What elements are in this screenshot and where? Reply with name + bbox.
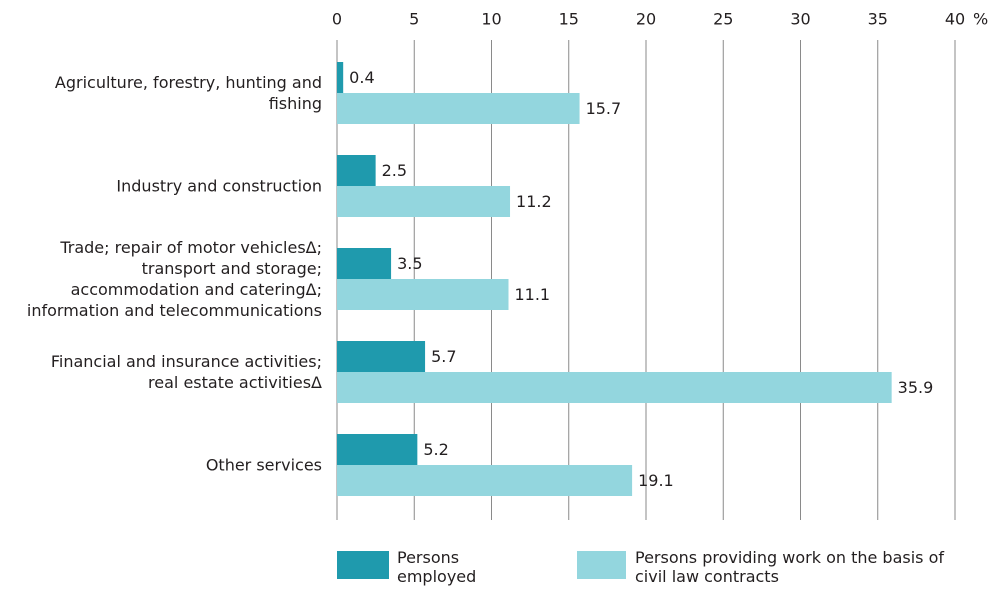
value-label: 0.4 [349, 68, 374, 87]
x-tick-label: 30 [790, 10, 810, 29]
x-tick-label: 25 [713, 10, 733, 29]
legend-label: Persons providing work on the basis of c… [635, 548, 945, 586]
category-label: Agriculture, forestry, hunting and fishi… [54, 73, 322, 113]
bar [337, 279, 509, 310]
x-tick-label: 40 [945, 10, 965, 29]
bar [337, 465, 633, 496]
value-label: 3.5 [397, 254, 422, 273]
value-label: 11.1 [514, 285, 550, 304]
bar [337, 186, 511, 217]
x-tick-label: 0 [332, 10, 342, 29]
value-label: 19.1 [638, 471, 674, 490]
bar [337, 248, 392, 279]
bar [337, 372, 892, 403]
value-label: 2.5 [382, 161, 407, 180]
x-tick-label: 5 [409, 10, 419, 29]
value-label: 35.9 [898, 378, 934, 397]
bar [337, 62, 344, 93]
bar [337, 93, 580, 124]
category-label: Financial and insurance activities; real… [50, 352, 322, 392]
category-label: Trade; repair of motor vehiclesΔ; transp… [26, 238, 322, 320]
value-label: 5.7 [431, 347, 456, 366]
legend-label: Persons employed [397, 548, 477, 586]
value-label: 5.2 [423, 440, 448, 459]
bar [337, 155, 376, 186]
legend-swatch [577, 551, 626, 579]
x-unit: % [973, 10, 988, 29]
bar [337, 341, 426, 372]
bar [337, 434, 418, 465]
legend-swatch [337, 551, 389, 579]
x-tick-label: 20 [636, 10, 656, 29]
value-label: 15.7 [586, 99, 622, 118]
x-tick-label: 35 [868, 10, 888, 29]
value-label: 11.2 [516, 192, 552, 211]
category-label: Industry and construction [116, 176, 322, 196]
category-label: Other services [205, 455, 322, 475]
x-tick-label: 15 [559, 10, 579, 29]
x-tick-label: 10 [481, 10, 501, 29]
